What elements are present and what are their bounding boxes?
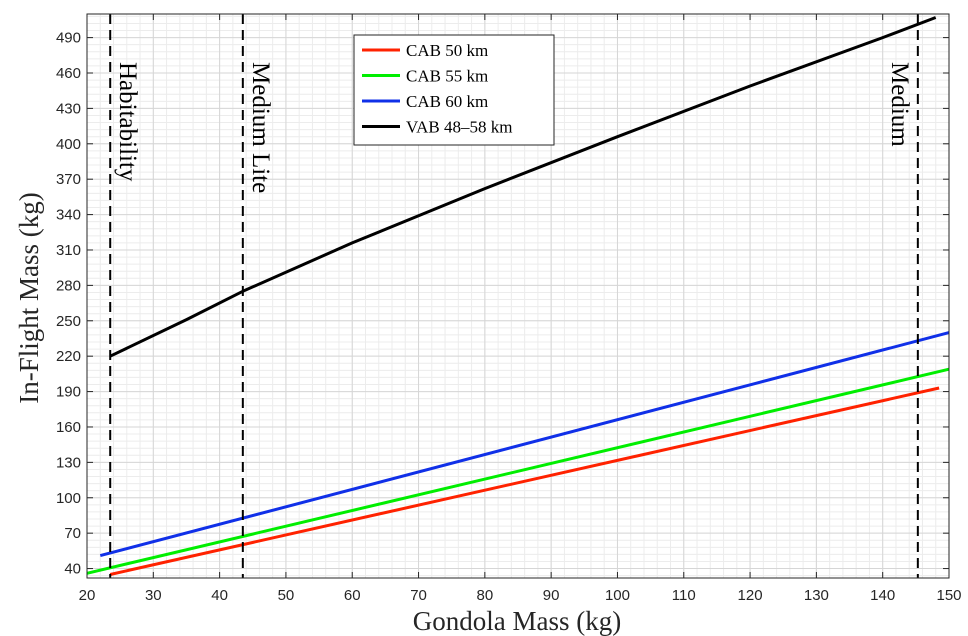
x-tick-label: 140 xyxy=(870,587,895,604)
y-tick-label: 220 xyxy=(56,348,81,365)
y-tick-label: 490 xyxy=(56,30,81,47)
y-tick-label: 40 xyxy=(64,561,81,578)
legend-label-1: CAB 50 km xyxy=(406,41,488,60)
legend-label-2: CAB 55 km xyxy=(406,67,488,86)
legend-label-4: VAB 48–58 km xyxy=(406,118,512,137)
y-tick-label: 190 xyxy=(56,384,81,401)
series-line-1 xyxy=(109,386,940,576)
y-tick-label: 130 xyxy=(56,454,81,471)
y-axis-title: In-Flight Mass (kg) xyxy=(14,192,44,404)
x-tick-label: 100 xyxy=(605,587,630,604)
x-tick-label: 60 xyxy=(344,587,361,604)
y-tick-label: 310 xyxy=(56,242,81,259)
axes-frame xyxy=(86,13,950,579)
x-tick-label: 90 xyxy=(543,587,560,604)
y-tick-label: 340 xyxy=(56,207,81,224)
x-tick-label: 150 xyxy=(936,587,961,604)
marker-label-3: Medium xyxy=(886,62,913,147)
x-tick-label: 70 xyxy=(410,587,427,604)
x-tick-label: 130 xyxy=(804,587,829,604)
y-tick-label: 280 xyxy=(56,277,81,294)
legend-box xyxy=(353,34,555,146)
y-tick-label: 70 xyxy=(64,525,81,542)
vertical-markers: Habitability Medium Lite Medium xyxy=(109,14,919,578)
x-tick-label: 50 xyxy=(278,587,295,604)
y-tick-label: 460 xyxy=(56,65,81,82)
series-line-3 xyxy=(99,331,950,558)
legend: CAB 50 km CAB 55 km CAB 60 km VAB 48–58 km xyxy=(353,34,555,146)
series-layer xyxy=(86,16,950,576)
x-tick-label: 110 xyxy=(672,587,696,604)
y-tick-label: 370 xyxy=(56,171,81,188)
x-axis-title: Gondola Mass (kg) xyxy=(413,606,621,636)
marker-label-2: Medium Lite xyxy=(247,62,274,193)
y-tick-label: 400 xyxy=(56,136,81,153)
legend-label-3: CAB 60 km xyxy=(406,92,488,111)
y-tick-label: 160 xyxy=(56,419,81,436)
series-line-2 xyxy=(86,367,950,575)
x-tick-label: 20 xyxy=(79,587,96,604)
plot-frame xyxy=(86,13,950,579)
y-tick-label: 430 xyxy=(56,100,81,117)
y-tick-label: 250 xyxy=(56,313,81,330)
x-tick-label: 30 xyxy=(145,587,162,604)
x-tick-label: 120 xyxy=(738,587,763,604)
marker-label-1: Habitability xyxy=(114,62,141,182)
x-tick-label: 80 xyxy=(477,587,494,604)
y-tick-label: 100 xyxy=(56,490,81,507)
series-line-4 xyxy=(109,16,937,358)
x-tick-label: 40 xyxy=(211,587,228,604)
tick-labels: 20 30 40 50 60 70 80 90 100 110 120 130 140 150 40 70 10… xyxy=(56,30,962,604)
